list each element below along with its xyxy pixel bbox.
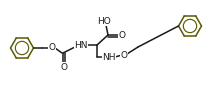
Text: HN: HN: [74, 41, 88, 50]
Text: O: O: [61, 63, 67, 72]
Text: O: O: [120, 50, 128, 60]
Text: HO: HO: [97, 17, 111, 25]
Text: O: O: [49, 44, 56, 53]
Text: O: O: [118, 31, 125, 40]
Text: NH: NH: [102, 53, 116, 61]
